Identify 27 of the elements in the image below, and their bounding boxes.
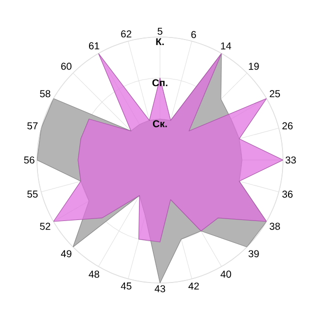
spoke-label: 56 [24,156,34,164]
spoke-label: 14 [221,42,232,50]
spoke-label: 62 [121,30,132,38]
y-tick-label: Ск. [152,120,167,128]
spoke-label: 26 [282,122,293,130]
spoke-label: 43 [154,285,166,292]
spoke-label: 55 [27,190,38,198]
spoke-label: 25 [270,90,280,98]
spoke-label: 33 [286,156,296,164]
spoke-label: 52 [40,222,50,230]
spoke-label: 42 [188,282,199,290]
spoke-label: 57 [27,122,38,130]
spoke-label: 48 [88,270,100,278]
spoke-label: 6 [191,31,196,38]
spoke-label: 45 [120,282,132,290]
spoke-label: 61 [89,42,100,50]
y-tick-label: Сп. [152,79,168,86]
spoke-label: 60 [61,62,72,70]
spoke-label: 36 [282,190,293,198]
spoke-label: 5 [158,28,162,35]
spoke-label: 49 [60,250,72,258]
spoke-label: 39 [248,250,259,258]
spoke-label: 40 [220,270,232,278]
spoke-label: 19 [248,62,259,70]
spoke-label: 58 [40,90,50,98]
spoke-label: 38 [270,222,280,230]
y-tick-label: К. [156,38,164,46]
